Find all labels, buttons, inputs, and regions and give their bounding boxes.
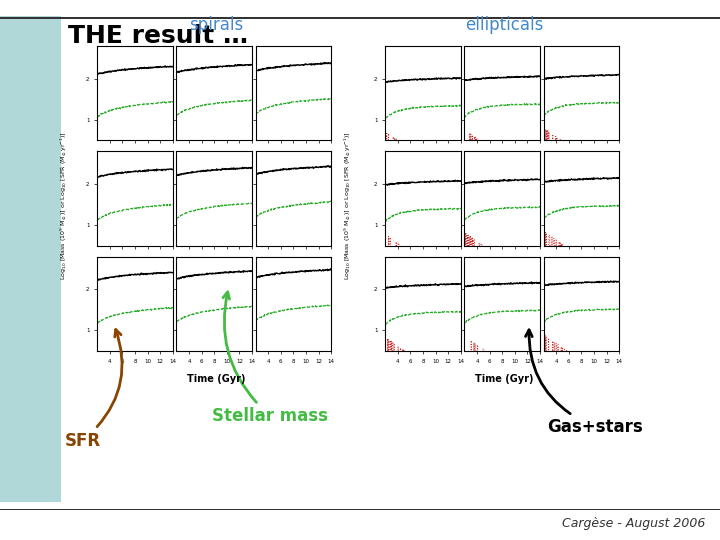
- Text: Gas+stars: Gas+stars: [526, 330, 643, 436]
- Text: Cargèse - August 2006: Cargèse - August 2006: [562, 517, 706, 530]
- Text: spirals: spirals: [189, 16, 243, 34]
- Text: ellipticals: ellipticals: [465, 16, 543, 34]
- Text: THE result …: THE result …: [68, 24, 248, 48]
- Text: $\mathregular{Log_{10}}$ [Mass (10$^9$ M$_\odot$)] or $\mathregular{Log_{10}}$ [: $\mathregular{Log_{10}}$ [Mass (10$^9$ M…: [58, 131, 68, 280]
- Text: Time (Gyr): Time (Gyr): [186, 374, 246, 384]
- Text: SFR: SFR: [65, 329, 122, 449]
- Text: Time (Gyr): Time (Gyr): [474, 374, 534, 384]
- Text: $\mathregular{Log_{10}}$ [Mass (10$^9$ M$_\odot$)] or $\mathregular{Log_{10}}$ [: $\mathregular{Log_{10}}$ [Mass (10$^9$ M…: [343, 131, 353, 280]
- Text: Stellar mass: Stellar mass: [212, 292, 328, 425]
